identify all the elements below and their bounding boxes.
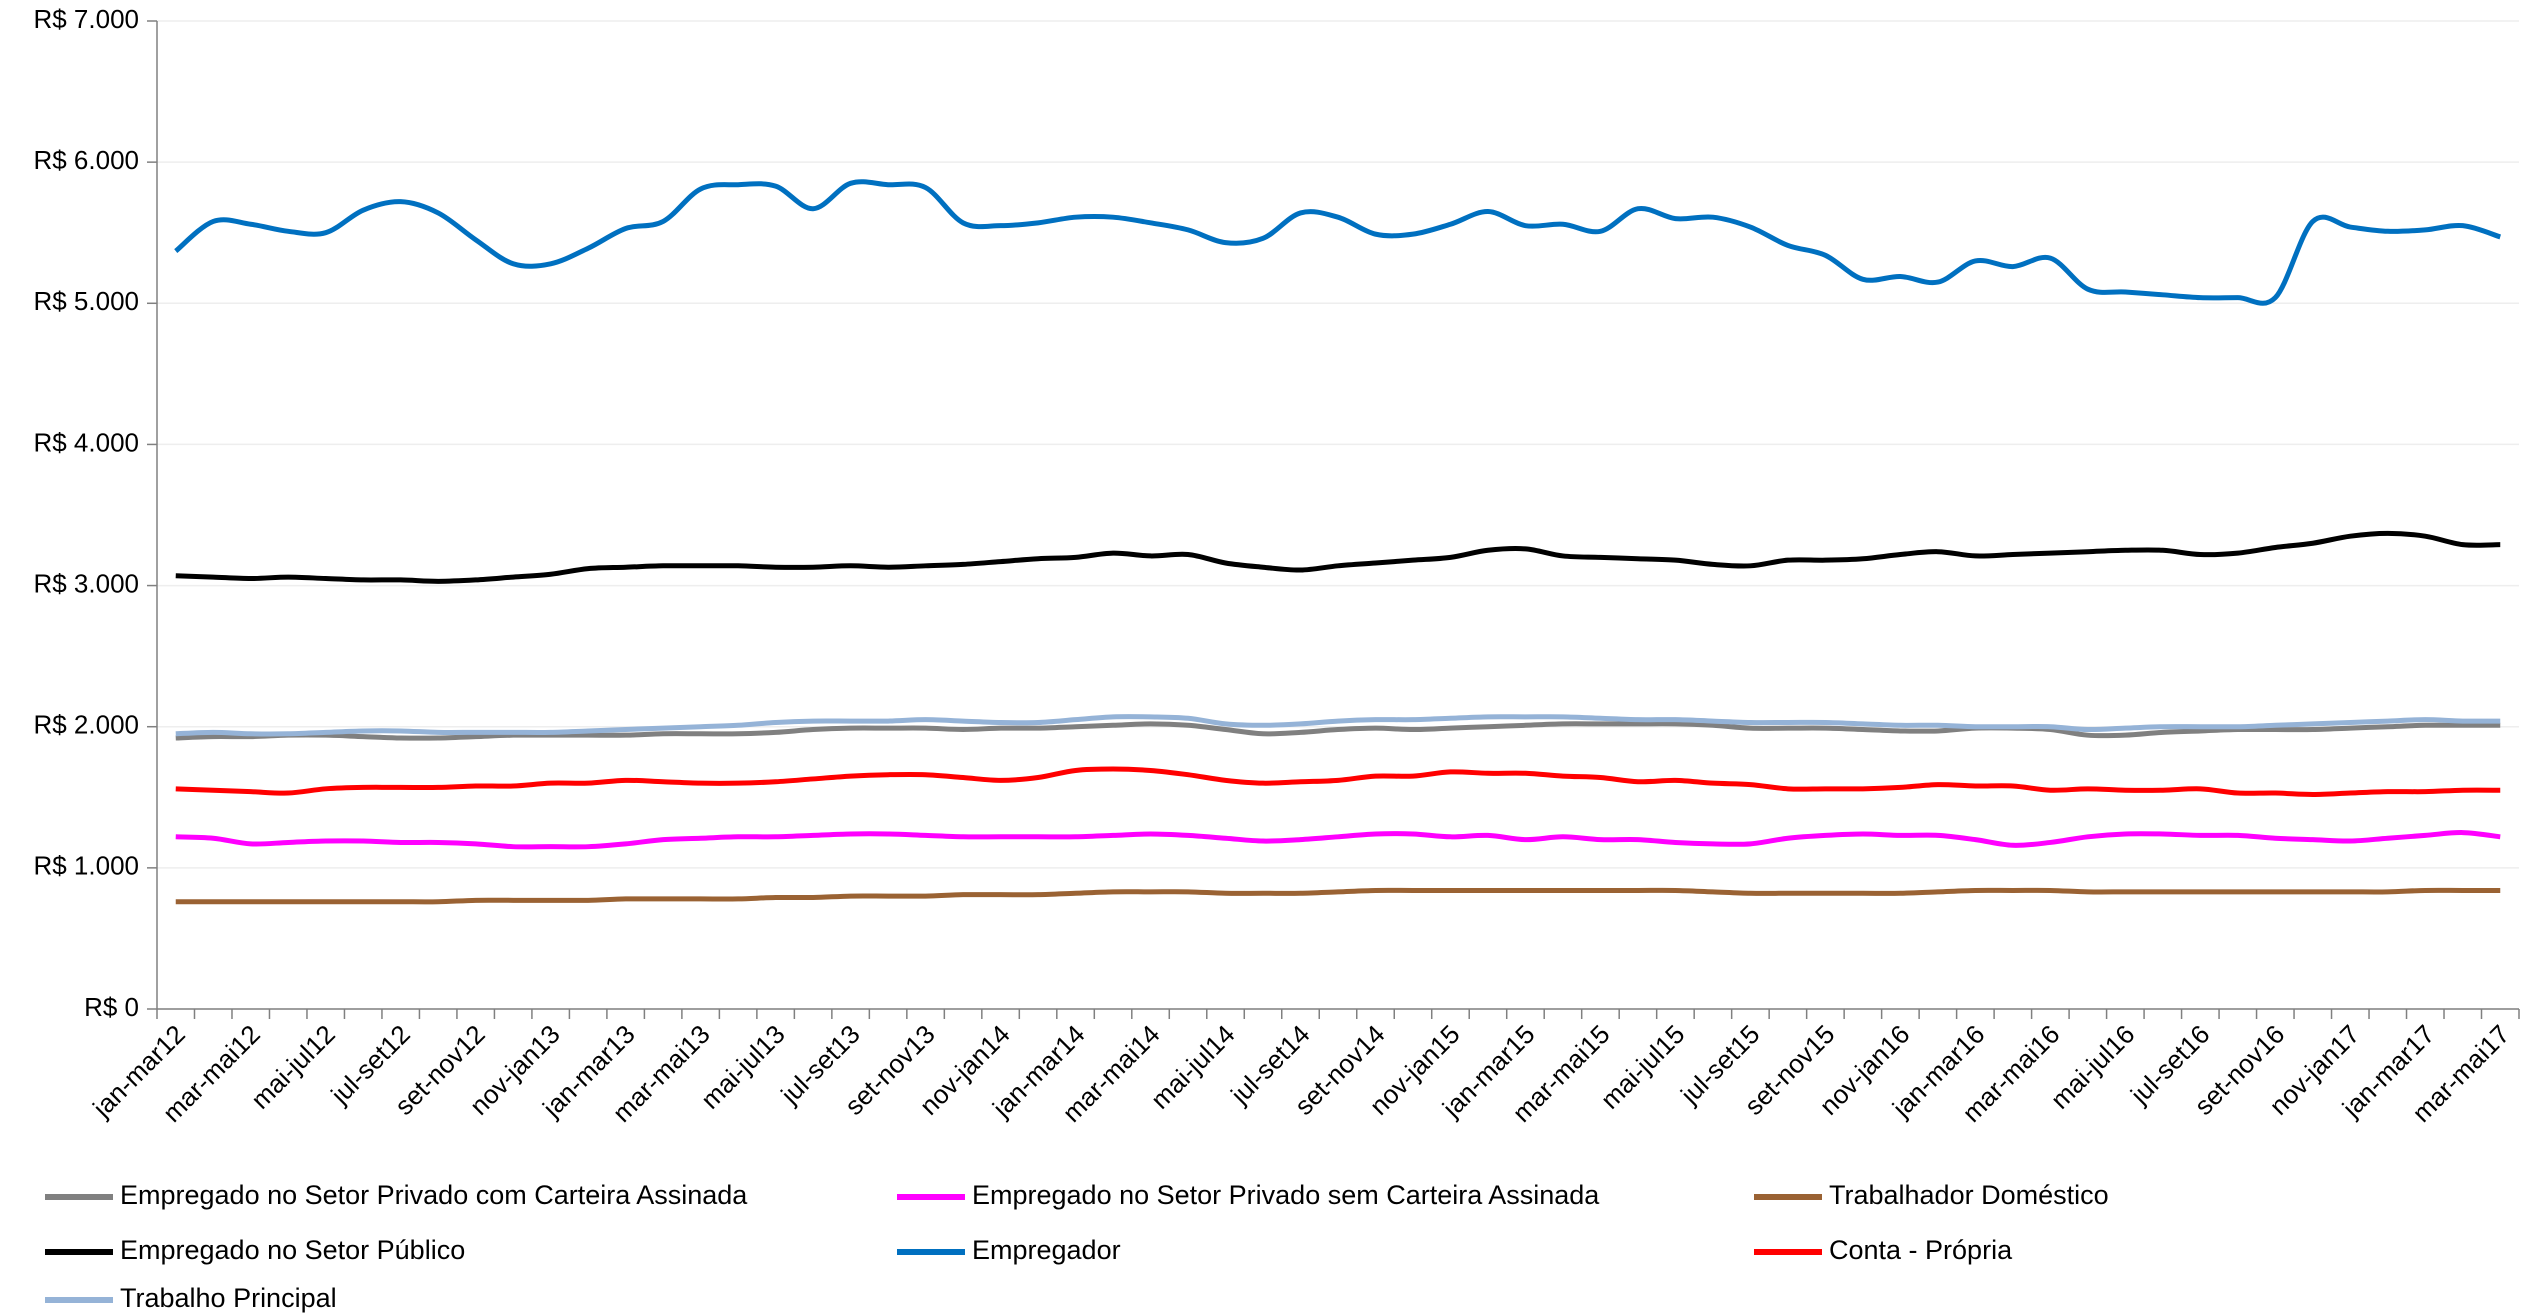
y-tick-label: R$ 2.000 (33, 710, 139, 740)
series-line (175, 887, 2501, 905)
y-tick-label: R$ 1.000 (33, 851, 139, 881)
legend-label: Trabalhador Doméstico (1829, 1180, 2109, 1210)
legend-label: Empregado no Setor Público (120, 1235, 465, 1265)
x-tick-label: mai-jul15 (1595, 1019, 1691, 1115)
legend-label: Empregador (972, 1235, 1121, 1265)
legend-label: Trabalho Principal (120, 1283, 337, 1313)
x-tick-label: mai-jul12 (245, 1019, 341, 1115)
x-tick-label: mai-jul16 (2045, 1019, 2141, 1115)
legend-label: Conta - Própria (1829, 1235, 2013, 1265)
y-tick-label: R$ 5.000 (33, 286, 139, 316)
series-line (175, 766, 2501, 797)
x-tick-label: mai-jul13 (695, 1019, 791, 1115)
y-tick-label: R$ 7.000 (33, 4, 139, 34)
series-line (175, 830, 2501, 850)
series-line (174, 179, 2502, 306)
y-tick-label: R$ 0 (84, 992, 139, 1022)
legend-label: Empregado no Setor Privado sem Carteira … (972, 1180, 1600, 1210)
legend-label: Empregado no Setor Privado com Carteira … (120, 1180, 748, 1210)
series-line (175, 530, 2501, 584)
y-tick-label: R$ 6.000 (33, 145, 139, 175)
x-tick-label: mai-jul14 (1145, 1019, 1241, 1115)
series-line (175, 721, 2501, 741)
y-tick-label: R$ 4.000 (33, 427, 139, 457)
series-line (175, 714, 2501, 737)
y-tick-label: R$ 3.000 (33, 568, 139, 598)
